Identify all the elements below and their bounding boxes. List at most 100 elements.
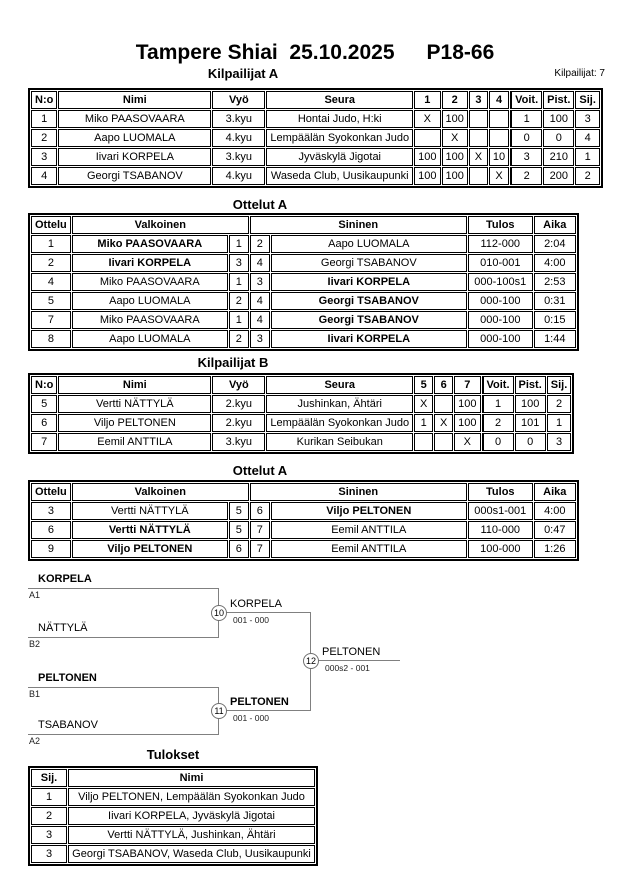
- blue-name: Eemil ANTTILA: [270, 540, 467, 558]
- result-row: 2 Iivari KORPELA, Jyväskylä Jigotai: [31, 807, 315, 825]
- col-header: Sij.: [575, 91, 600, 109]
- competitor-club: Jushinkan, Ähtäri: [266, 395, 414, 413]
- matches-header-row: Ottelu Valkoinen Sininen Tulos Aika: [31, 216, 576, 234]
- col-header: 4: [488, 91, 510, 109]
- match-time: 1:26: [533, 540, 576, 558]
- white-number: 1: [228, 273, 249, 291]
- competitor-row: 1 Miko PAASOVAARA 3.kyu Hontai Judo, H:k…: [31, 110, 600, 128]
- game-cell: [468, 129, 488, 147]
- bracket-score: 001 - 000: [233, 713, 269, 723]
- blue-number: 3: [249, 330, 270, 348]
- competitor-number: 1: [31, 110, 58, 128]
- white-name: Vertti NÄTTYLÄ: [71, 502, 228, 520]
- game-cell: [414, 433, 434, 451]
- col-header: Nimi: [68, 769, 315, 787]
- game-cell: X: [414, 395, 434, 413]
- blue-name: Georgi TSABANOV: [270, 311, 467, 329]
- match-score: 000-100: [467, 292, 533, 310]
- blue-name: Iivari KORPELA: [270, 273, 467, 291]
- match-number-circle: 11: [211, 703, 227, 719]
- game-cell: X: [434, 414, 454, 432]
- game-cell: [434, 433, 454, 451]
- game-cell: 100: [414, 148, 441, 166]
- col-header: Seura: [266, 376, 414, 394]
- place-cell: 3: [575, 110, 600, 128]
- blue-name: Aapo LUOMALA: [270, 235, 467, 253]
- match-row: 8 Aapo LUOMALA 2 3 Iivari KORPELA 000-10…: [31, 330, 576, 348]
- game-cell: 100: [441, 148, 468, 166]
- white-number: 2: [228, 292, 249, 310]
- competitor-name: Vertti NÄTTYLÄ: [58, 395, 212, 413]
- white-number: 1: [228, 311, 249, 329]
- white-name: Vertti NÄTTYLÄ: [71, 521, 228, 539]
- matches-header-row: Ottelu Valkoinen Sininen Tulos Aika: [31, 483, 576, 501]
- col-header: 7: [454, 376, 481, 394]
- competitor-name: Miko PAASOVAARA: [58, 110, 212, 128]
- white-name: Aapo LUOMALA: [71, 292, 228, 310]
- col-header: Nimi: [58, 91, 212, 109]
- game-cell: 100: [441, 167, 468, 185]
- col-header: Ottelu: [31, 483, 71, 501]
- pool-b-table: N:o Nimi Vyö Seura 5 6 7 Voit. Pist. Sij…: [28, 373, 575, 454]
- competitor-name: Viljo PELTONEN: [58, 414, 212, 432]
- wins-cell: 1: [481, 395, 514, 413]
- game-cell: X: [488, 167, 510, 185]
- place-cell: 1: [575, 148, 600, 166]
- pool-a-table: N:o Nimi Vyö Seura 1 2 3 4 Voit. Pist. S…: [28, 88, 603, 188]
- match-score: 000s1-001: [467, 502, 533, 520]
- bracket-line: [28, 687, 218, 688]
- blue-number: 4: [249, 311, 270, 329]
- matches-a-table: Ottelu Valkoinen Sininen Tulos Aika 1 Mi…: [28, 213, 579, 351]
- white-name: Aapo LUOMALA: [71, 330, 228, 348]
- blue-name: Georgi TSABANOV: [270, 254, 467, 272]
- match-row: 5 Aapo LUOMALA 2 4 Georgi TSABANOV 000-1…: [31, 292, 576, 310]
- blue-number: 7: [249, 540, 270, 558]
- match-time: 0:15: [533, 311, 576, 329]
- match-score: 000-100: [467, 311, 533, 329]
- white-number: 3: [228, 254, 249, 272]
- white-number: 2: [228, 330, 249, 348]
- white-number: 5: [228, 502, 249, 520]
- game-cell: [488, 129, 510, 147]
- result-name: Iivari KORPELA, Jyväskylä Jigotai: [68, 807, 315, 825]
- competitor-row: 7 Eemil ANTTILA 3.kyu Kurikan Seibukan X…: [31, 433, 572, 451]
- blue-name: Viljo PELTONEN: [270, 502, 467, 520]
- competitor-name: Eemil ANTTILA: [58, 433, 212, 451]
- competitor-club: Lempäälän Syokonkan Judo: [266, 129, 414, 147]
- competitor-name: Aapo LUOMALA: [58, 129, 212, 147]
- col-header: Tulos: [467, 216, 533, 234]
- game-cell: [468, 167, 488, 185]
- white-name: Miko PAASOVAARA: [71, 235, 228, 253]
- match-row: 1 Miko PAASOVAARA 1 2 Aapo LUOMALA 112-0…: [31, 235, 576, 253]
- col-header: Aika: [533, 216, 576, 234]
- blue-name: Iivari KORPELA: [270, 330, 467, 348]
- competitor-belt: 3.kyu: [212, 110, 266, 128]
- match-number-circle: 10: [211, 605, 227, 621]
- wins-cell: 2: [510, 167, 543, 185]
- white-number: 5: [228, 521, 249, 539]
- points-cell: 200: [543, 167, 575, 185]
- competitor-row: 4 Georgi TSABANOV 4.kyu Waseda Club, Uus…: [31, 167, 600, 185]
- bracket-seed: A1: [29, 590, 41, 600]
- result-name: Vertti NÄTTYLÄ, Jushinkan, Ähtäri: [68, 826, 315, 844]
- competitor-row: 2 Aapo LUOMALA 4.kyu Lempäälän Syokonkan…: [31, 129, 600, 147]
- match-row: 6 Vertti NÄTTYLÄ 5 7 Eemil ANTTILA 110-0…: [31, 521, 576, 539]
- title-category: P18-66: [426, 41, 495, 64]
- bracket-slot-name: TSABANOV: [38, 719, 98, 731]
- col-header: Voit.: [510, 91, 543, 109]
- competitor-number: 4: [31, 167, 58, 185]
- game-cell: [434, 395, 454, 413]
- blue-number: 4: [249, 292, 270, 310]
- match-score: 010-001: [467, 254, 533, 272]
- bracket-slot-name: KORPELA: [38, 573, 92, 585]
- game-cell: [414, 129, 441, 147]
- competitor-belt: 4.kyu: [212, 167, 266, 185]
- wins-cell: 2: [481, 414, 514, 432]
- match-score: 110-000: [467, 521, 533, 539]
- competitor-club: Hontai Judo, H:ki: [266, 110, 414, 128]
- white-name: Miko PAASOVAARA: [71, 273, 228, 291]
- blue-number: 4: [249, 254, 270, 272]
- game-cell: 100: [454, 414, 481, 432]
- match-score: 000-100s1: [467, 273, 533, 291]
